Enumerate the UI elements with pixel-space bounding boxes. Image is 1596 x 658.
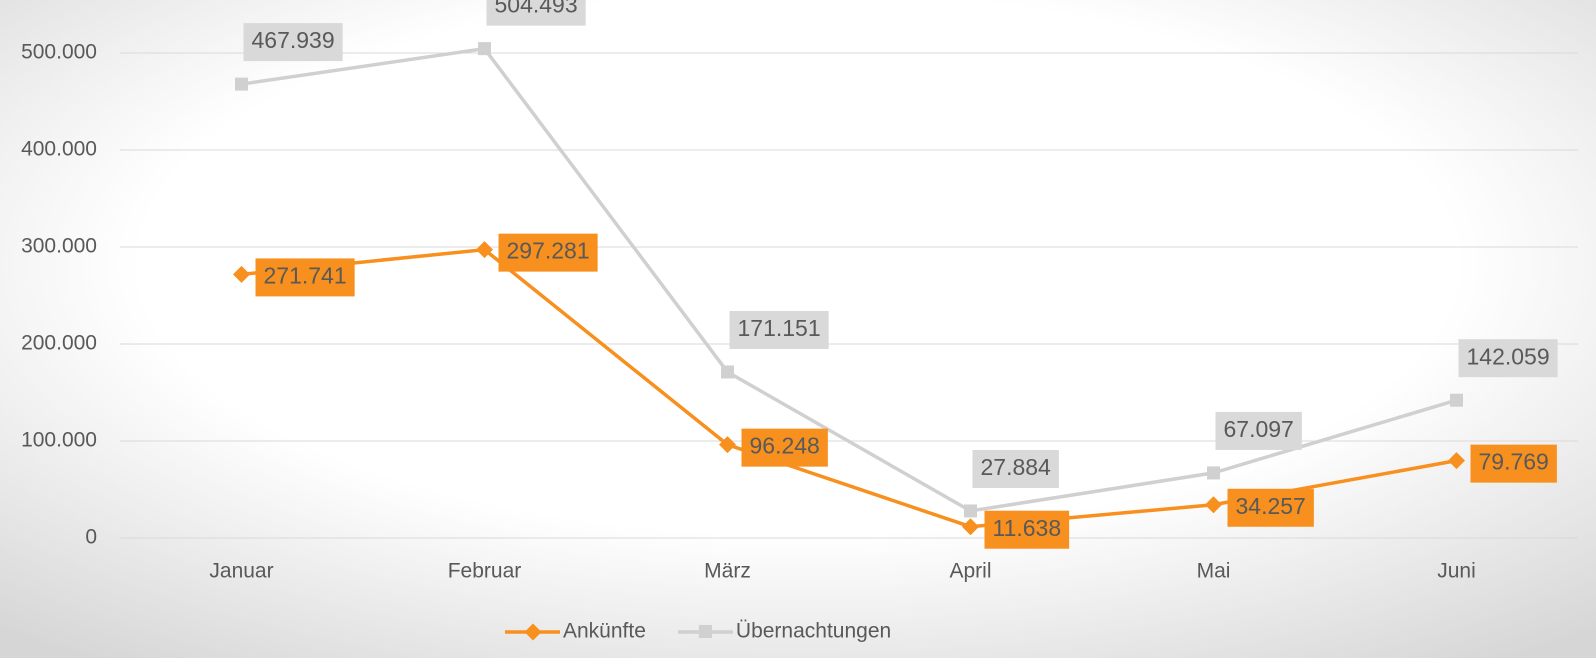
- data-label: 504.493: [495, 0, 578, 18]
- marker: [964, 504, 977, 518]
- legend-label: Ankünfte: [563, 620, 646, 643]
- data-label-box: [255, 258, 355, 297]
- x-tick-label: April: [949, 560, 991, 583]
- x-tick-label: März: [704, 560, 751, 583]
- x-tick-label: Februar: [448, 560, 522, 583]
- data-label-box: [486, 0, 586, 26]
- y-tick-label: 400.000: [21, 138, 97, 161]
- x-tick-label: Juni: [1437, 560, 1476, 583]
- data-label: 142.059: [1467, 343, 1550, 369]
- y-tick-label: 500.000: [21, 41, 97, 64]
- y-tick-label: 0: [85, 526, 97, 549]
- data-label: 297.281: [507, 238, 590, 264]
- marker: [476, 241, 493, 259]
- data-label-box: [1215, 411, 1302, 450]
- data-label-box: [1458, 339, 1558, 378]
- data-label-box: [984, 510, 1070, 549]
- data-label-box: [729, 310, 829, 349]
- y-tick-label: 200.000: [21, 332, 97, 355]
- x-tick-label: Januar: [209, 560, 273, 583]
- marker: [235, 77, 248, 91]
- legend-marker: [524, 623, 542, 641]
- data-label-box: [243, 23, 343, 62]
- data-label: 467.939: [252, 27, 335, 53]
- marker: [478, 42, 491, 56]
- data-label-box: [741, 428, 828, 467]
- data-label: 11.638: [993, 515, 1062, 541]
- marker: [721, 365, 734, 379]
- data-label: 34.257: [1236, 493, 1306, 519]
- data-label: 96.248: [750, 433, 820, 459]
- legend-marker: [698, 625, 712, 638]
- legend-label: Übernachtungen: [736, 620, 891, 643]
- marker: [719, 436, 736, 454]
- data-label: 171.151: [738, 315, 821, 341]
- y-tick-label: 300.000: [21, 235, 97, 258]
- marker: [233, 265, 250, 283]
- x-tick-label: Mai: [1197, 560, 1231, 583]
- data-label: 79.769: [1479, 449, 1549, 475]
- data-label: 27.884: [981, 454, 1052, 480]
- data-label-box: [972, 449, 1059, 488]
- data-label-box: [1227, 488, 1314, 527]
- data-label-box: [1470, 444, 1557, 483]
- data-label-box: [498, 233, 598, 272]
- marker: [1450, 393, 1463, 407]
- data-label: 271.741: [264, 262, 347, 288]
- y-tick-label: 100.000: [21, 429, 97, 452]
- marker: [1207, 466, 1220, 480]
- data-label: 67.097: [1224, 416, 1294, 442]
- marker: [962, 518, 979, 536]
- series-line: [241, 46, 1458, 513]
